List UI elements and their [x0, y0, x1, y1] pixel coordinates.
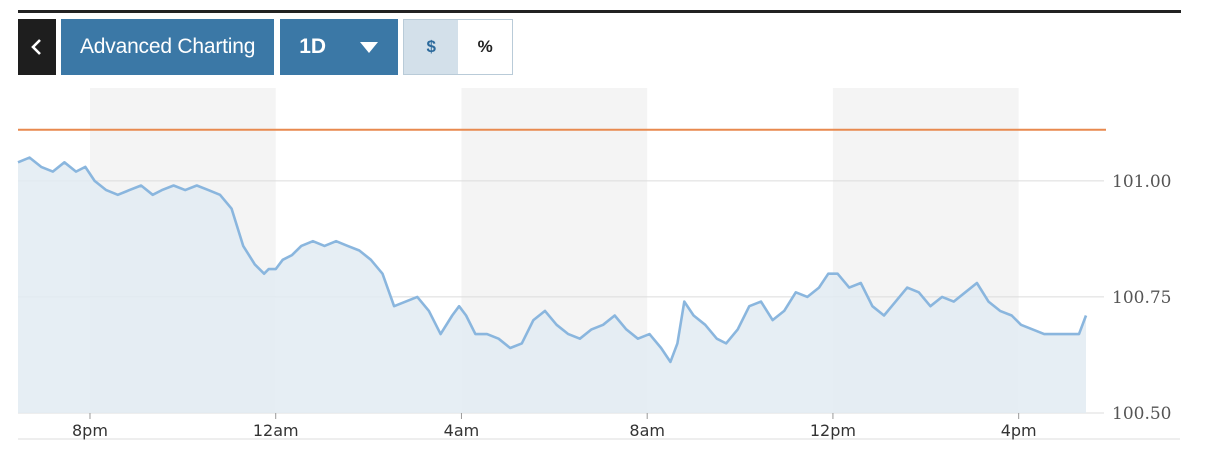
- x-tick-label: 4pm: [1001, 421, 1037, 440]
- x-tick-label: 8pm: [72, 421, 108, 440]
- caret-down-icon: [360, 41, 379, 53]
- advanced-charting-label: Advanced Charting: [80, 35, 256, 58]
- percent-toggle[interactable]: %: [458, 20, 513, 74]
- y-tick-label: 100.75: [1112, 288, 1171, 308]
- y-tick-label: 101.00: [1112, 172, 1171, 192]
- chart-toolbar: Advanced Charting 1D $ %: [18, 19, 514, 75]
- price-line: [17, 156, 1088, 364]
- percent-label: %: [477, 37, 493, 56]
- chevron-left-icon: [31, 39, 41, 55]
- advanced-charting-button[interactable]: Advanced Charting: [61, 19, 275, 75]
- y-tick-label: 100.50: [1112, 404, 1171, 424]
- x-tick-label: 4am: [444, 421, 480, 440]
- unit-toggle: $ %: [403, 19, 514, 75]
- x-tick-label: 12am: [253, 421, 299, 440]
- top-rule: [18, 10, 1181, 13]
- range-label: 1D: [299, 35, 327, 58]
- range-select[interactable]: 1D: [280, 19, 399, 75]
- price-area: [18, 157, 1086, 413]
- dollar-toggle[interactable]: $: [404, 20, 459, 74]
- x-tick-label: 8am: [629, 421, 665, 440]
- dollar-label: $: [426, 37, 436, 56]
- back-button[interactable]: [18, 19, 56, 75]
- x-tick-label: 12pm: [810, 421, 856, 440]
